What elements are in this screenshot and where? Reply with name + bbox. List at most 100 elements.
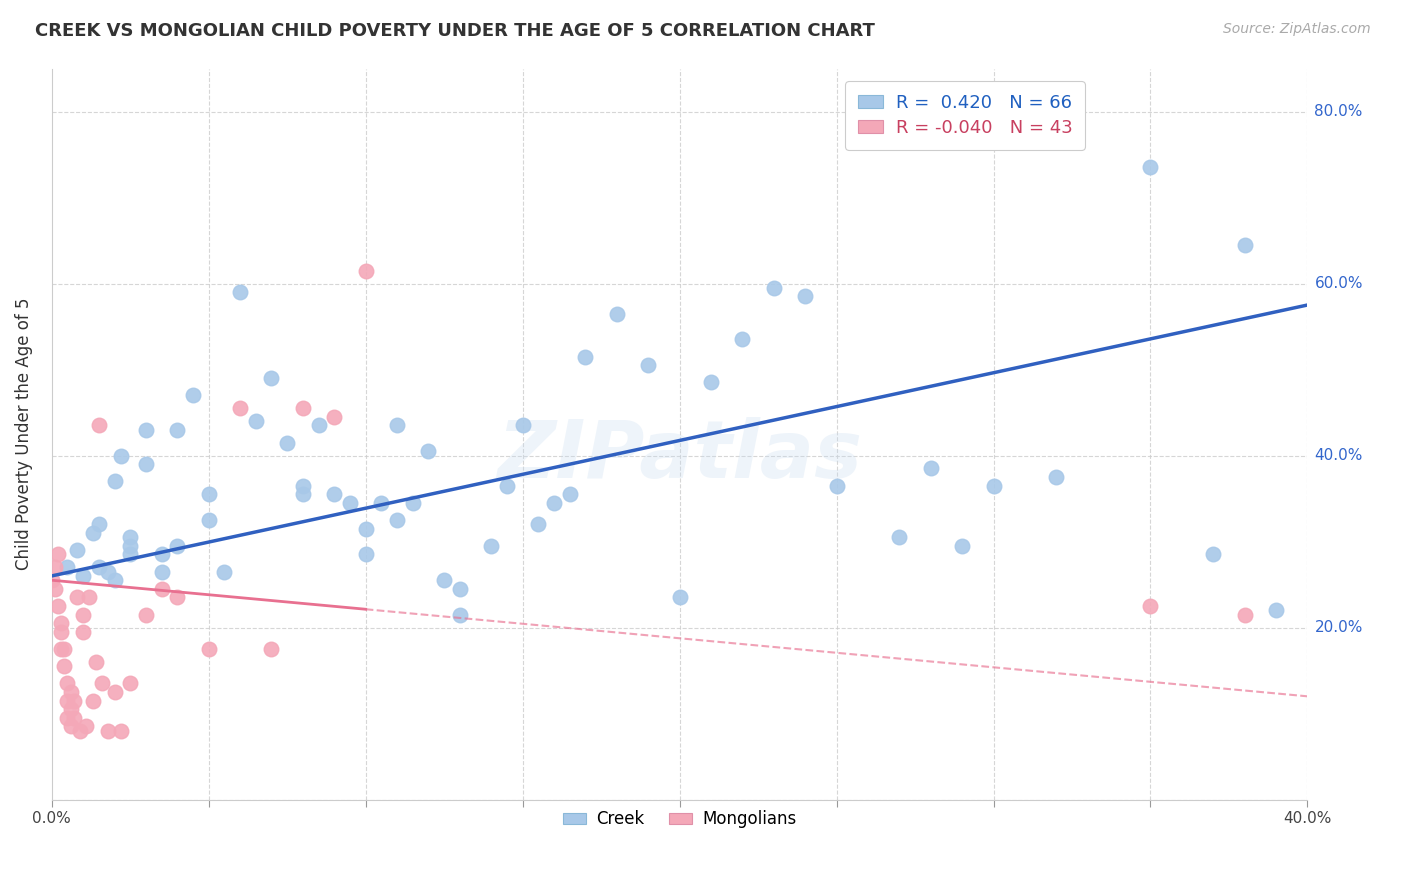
Point <box>354 522 377 536</box>
Point <box>103 475 125 489</box>
Point <box>214 565 236 579</box>
Point <box>606 307 628 321</box>
Point <box>97 723 120 738</box>
Point <box>197 487 219 501</box>
Point <box>197 642 219 657</box>
Point <box>44 560 66 574</box>
Point <box>97 565 120 579</box>
Point <box>87 560 110 574</box>
Point <box>668 591 690 605</box>
Point <box>496 478 519 492</box>
Point <box>637 358 659 372</box>
Point <box>87 418 110 433</box>
Y-axis label: Child Poverty Under the Age of 5: Child Poverty Under the Age of 5 <box>15 298 32 570</box>
Point <box>72 569 94 583</box>
Point <box>41 573 63 587</box>
Point <box>950 539 973 553</box>
Point <box>82 525 104 540</box>
Point <box>166 591 188 605</box>
Text: ZIPatlas: ZIPatlas <box>498 417 862 495</box>
Point <box>920 461 942 475</box>
Point <box>385 513 408 527</box>
Point <box>323 487 346 501</box>
Point <box>339 496 361 510</box>
Point <box>79 591 101 605</box>
Point <box>181 388 204 402</box>
Point <box>120 548 142 562</box>
Point <box>323 409 346 424</box>
Point <box>166 539 188 553</box>
Point <box>197 513 219 527</box>
Point <box>385 418 408 433</box>
Point <box>794 289 817 303</box>
Point <box>700 376 723 390</box>
Text: 60.0%: 60.0% <box>1315 276 1362 291</box>
Point <box>229 401 252 416</box>
Point <box>46 548 69 562</box>
Text: 80.0%: 80.0% <box>1315 104 1362 119</box>
Point <box>370 496 392 510</box>
Point <box>479 539 502 553</box>
Point <box>245 414 267 428</box>
Point <box>762 281 785 295</box>
Point <box>53 659 76 673</box>
Point <box>135 423 157 437</box>
Point <box>449 582 471 596</box>
Point <box>433 573 456 587</box>
Point <box>527 517 550 532</box>
Point <box>354 263 377 277</box>
Point <box>558 487 581 501</box>
Point <box>543 496 565 510</box>
Point <box>75 719 97 733</box>
Point <box>56 560 79 574</box>
Point <box>260 642 283 657</box>
Point <box>59 702 82 716</box>
Text: 40.0%: 40.0% <box>1315 448 1362 463</box>
Point <box>276 435 298 450</box>
Point <box>44 582 66 596</box>
Point <box>1233 607 1256 622</box>
Point <box>1045 470 1067 484</box>
Point <box>59 719 82 733</box>
Point <box>402 496 425 510</box>
Point <box>889 530 911 544</box>
Point <box>56 693 79 707</box>
Point <box>291 401 314 416</box>
Point <box>150 548 173 562</box>
Text: 20.0%: 20.0% <box>1315 620 1362 635</box>
Point <box>135 607 157 622</box>
Point <box>103 573 125 587</box>
Point <box>66 591 89 605</box>
Point <box>120 539 142 553</box>
Point <box>1202 548 1225 562</box>
Point <box>983 478 1005 492</box>
Point <box>103 685 125 699</box>
Point <box>150 582 173 596</box>
Point <box>120 676 142 690</box>
Point <box>110 723 132 738</box>
Point <box>84 655 107 669</box>
Point <box>87 517 110 532</box>
Point <box>46 599 69 613</box>
Point <box>308 418 330 433</box>
Point <box>731 333 754 347</box>
Point <box>1233 237 1256 252</box>
Point <box>62 711 84 725</box>
Point <box>291 487 314 501</box>
Point <box>449 607 471 622</box>
Point <box>72 607 94 622</box>
Point <box>260 371 283 385</box>
Text: CREEK VS MONGOLIAN CHILD POVERTY UNDER THE AGE OF 5 CORRELATION CHART: CREEK VS MONGOLIAN CHILD POVERTY UNDER T… <box>35 22 875 40</box>
Point <box>72 624 94 639</box>
Point <box>59 685 82 699</box>
Point <box>56 676 79 690</box>
Point <box>110 449 132 463</box>
Point <box>69 723 91 738</box>
Point <box>66 543 89 558</box>
Point <box>150 565 173 579</box>
Point <box>166 423 188 437</box>
Point <box>51 616 73 631</box>
Text: Source: ZipAtlas.com: Source: ZipAtlas.com <box>1223 22 1371 37</box>
Point <box>1265 603 1288 617</box>
Point <box>1139 599 1161 613</box>
